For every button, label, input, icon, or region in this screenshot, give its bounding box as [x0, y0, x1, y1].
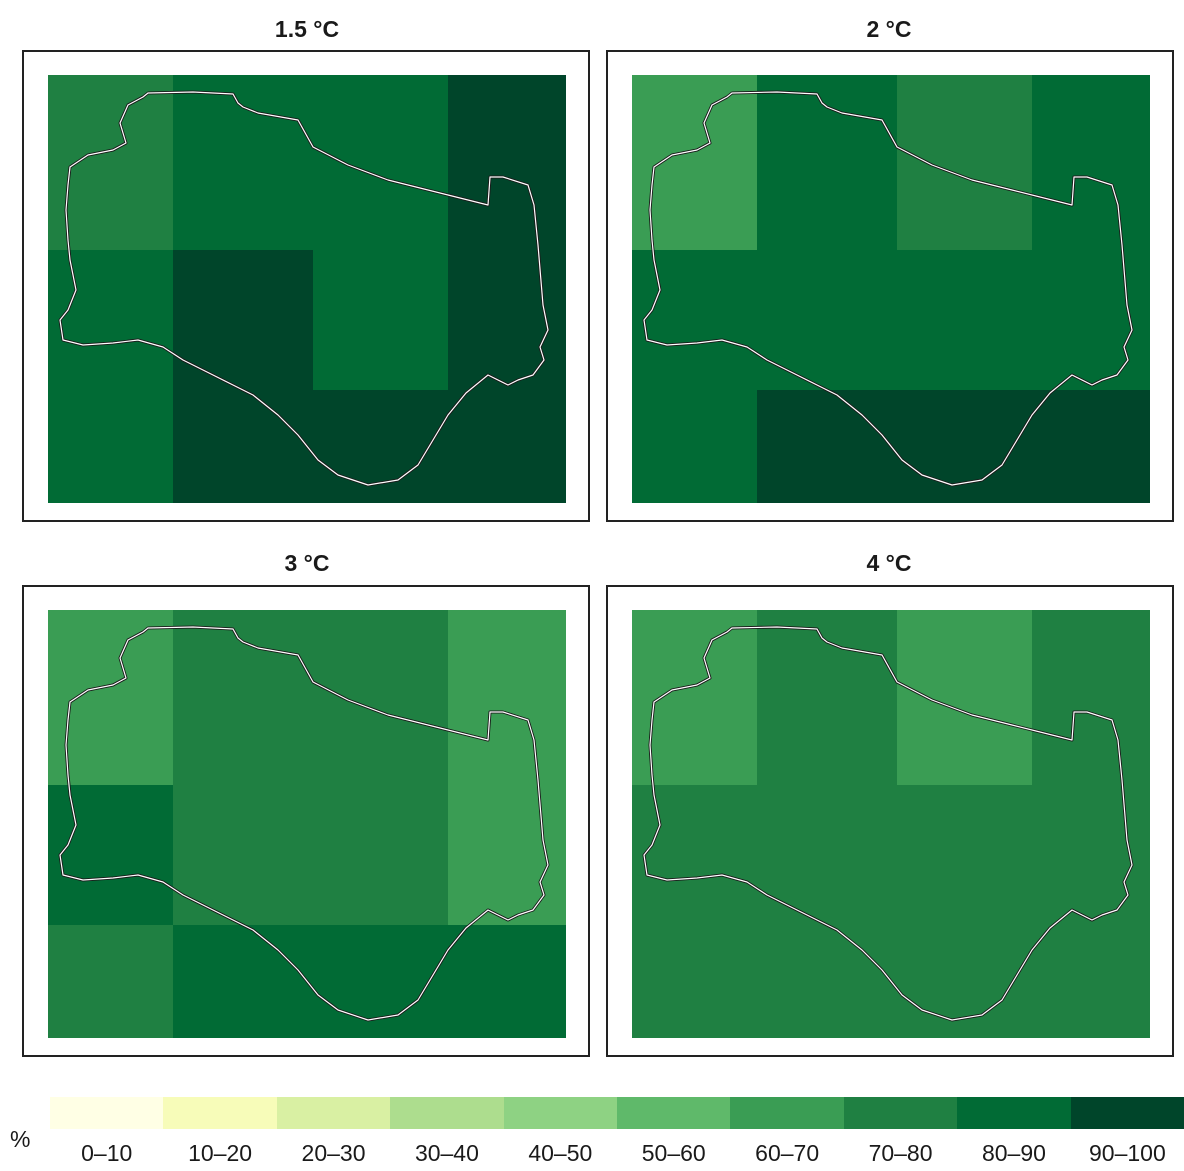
- region-boundary: [59, 91, 549, 486]
- grid-cell: [448, 390, 566, 503]
- grid-cell: [632, 390, 757, 503]
- region-boundary: [59, 626, 549, 1021]
- grid-cell: [1032, 75, 1150, 250]
- grid-cell: [448, 925, 566, 1038]
- grid-cell: [173, 925, 313, 1038]
- grid-cell: [1032, 610, 1150, 785]
- grid-cell: [48, 75, 173, 250]
- legend-label-9: 90–100: [1088, 1140, 1166, 1166]
- grid-cell: [173, 610, 313, 785]
- grid-cell: [632, 75, 757, 250]
- grid-cell: [313, 785, 448, 925]
- grid-cell: [632, 925, 757, 1038]
- legend-swatch-1: [163, 1097, 277, 1129]
- legend-swatch-4: [503, 1097, 618, 1129]
- region-boundary: [643, 626, 1133, 1021]
- map-1: [48, 75, 566, 503]
- legend-swatch-0: [50, 1097, 164, 1129]
- legend-swatch-6: [730, 1097, 844, 1129]
- grid-cell: [48, 610, 173, 785]
- legend-swatch-8: [957, 1097, 1071, 1129]
- grid-cell: [48, 390, 173, 503]
- map-4: [632, 610, 1150, 1038]
- legend-swatch-2: [276, 1097, 391, 1129]
- grid-cell: [757, 610, 897, 785]
- grid-cell: [897, 785, 1032, 925]
- grid-cell: [173, 390, 313, 503]
- grid-cell: [448, 250, 566, 390]
- grid-cell: [757, 75, 897, 250]
- legend-colorbar: [50, 1097, 1184, 1129]
- grid-cell: [313, 250, 448, 390]
- legend-label-6: 60–70: [755, 1140, 820, 1166]
- grid-cell: [757, 785, 897, 925]
- panel-title-4: 4 °C: [866, 550, 912, 576]
- legend-swatch-9: [1070, 1097, 1184, 1129]
- legend-label-1: 10–20: [188, 1140, 253, 1166]
- map-panel-2: [606, 50, 1174, 522]
- grid-cell: [48, 250, 173, 390]
- grid-cell: [48, 925, 173, 1038]
- map-panel-3: [22, 585, 590, 1057]
- grid-cell: [632, 610, 757, 785]
- grid-cell: [313, 75, 448, 250]
- panel-title-3: 3 °C: [284, 550, 330, 576]
- legend-label-3: 30–40: [414, 1140, 479, 1166]
- map-2: [632, 75, 1150, 503]
- grid-cell: [897, 250, 1032, 390]
- grid-cell: [1032, 390, 1150, 503]
- grid-cell: [448, 610, 566, 785]
- map-3: [48, 610, 566, 1038]
- legend-swatch-7: [843, 1097, 958, 1129]
- grid-cell: [173, 250, 313, 390]
- legend-label-5: 50–60: [641, 1140, 706, 1166]
- grid-cell: [757, 390, 897, 503]
- region-boundary: [643, 91, 1133, 486]
- grid-cell: [173, 75, 313, 250]
- grid-cell: [448, 785, 566, 925]
- grid-cell: [1032, 250, 1150, 390]
- legend-unit: %: [10, 1126, 31, 1152]
- grid-cell: [757, 250, 897, 390]
- legend-labels: 0–10 10–20 20–30 30–40 40–50 50–60 60–70 70–80 8…: [50, 1140, 1184, 1166]
- legend-label-7: 70–80: [868, 1140, 933, 1166]
- legend-swatch-5: [617, 1097, 731, 1129]
- grid-cell: [757, 925, 897, 1038]
- panel-title-1: 1.5 °C: [274, 16, 340, 42]
- grid-cell: [1032, 925, 1150, 1038]
- grid-cell: [48, 785, 173, 925]
- map-panel-4: [606, 585, 1174, 1057]
- grid-cell: [632, 250, 757, 390]
- grid-cell: [897, 75, 1032, 250]
- legend-swatch-3: [390, 1097, 504, 1129]
- grid-cell: [173, 785, 313, 925]
- grid-cell: [448, 75, 566, 250]
- legend-label-8: 80–90: [981, 1140, 1046, 1166]
- map-panel-1: [22, 50, 590, 522]
- grid-cell: [313, 610, 448, 785]
- grid-cell: [632, 785, 757, 925]
- legend-label-2: 20–30: [301, 1140, 366, 1166]
- legend-label-0: 0–10: [81, 1140, 133, 1166]
- grid-cell: [1032, 785, 1150, 925]
- grid-cell: [897, 610, 1032, 785]
- legend-label-4: 40–50: [528, 1140, 593, 1166]
- panel-title-2: 2 °C: [866, 16, 912, 42]
